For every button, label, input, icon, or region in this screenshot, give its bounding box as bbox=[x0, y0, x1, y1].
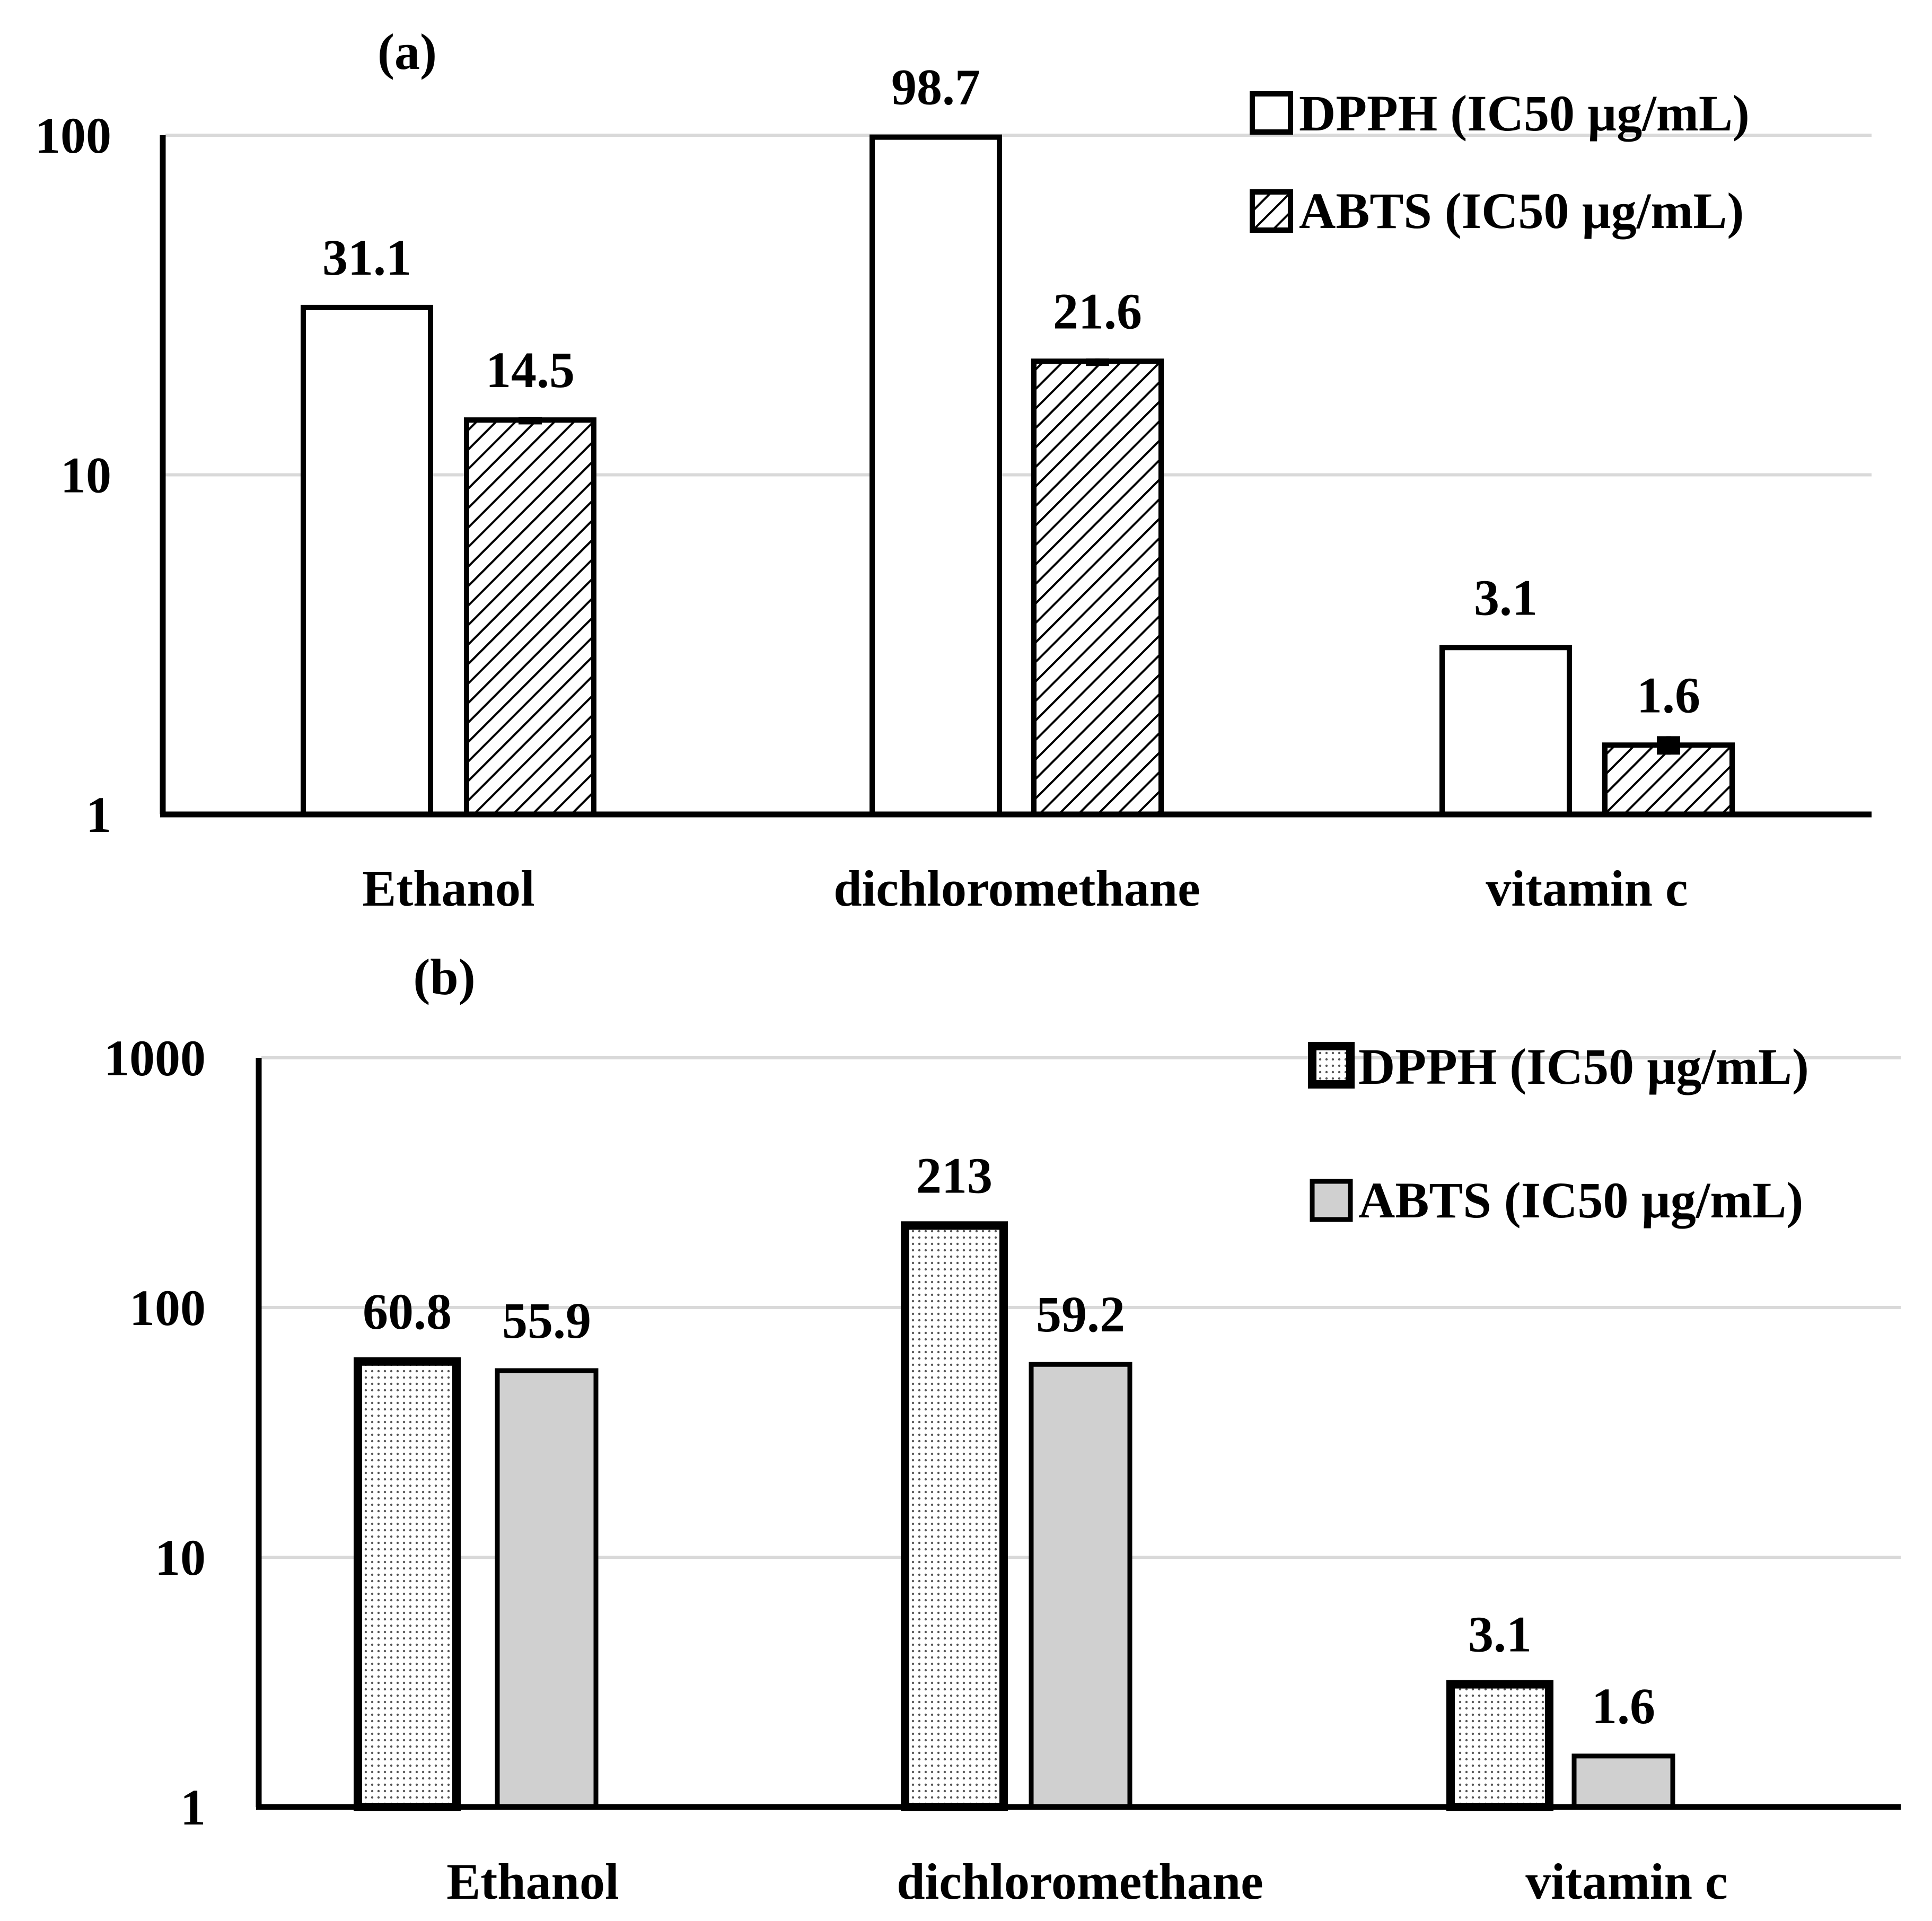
x-tick-label: vitamin c bbox=[1486, 860, 1688, 917]
x-tick-label: Ethanol bbox=[362, 860, 534, 917]
y-tick-label: 100 bbox=[35, 107, 111, 164]
data-label: 55.9 bbox=[502, 1292, 591, 1349]
bar bbox=[1602, 742, 1735, 817]
data-label: 59.2 bbox=[1036, 1286, 1125, 1343]
data-label: 14.5 bbox=[486, 341, 575, 398]
panel-a-legend: DPPH (IC50 µg/mL) ABTS (IC50 µg/mL) bbox=[1250, 85, 1750, 239]
bar bbox=[870, 134, 1002, 817]
panel-b-bars bbox=[354, 1221, 1675, 1812]
bar bbox=[495, 1368, 599, 1810]
bar bbox=[464, 417, 596, 817]
panel-b-data-labels: 60.8 213 3.1 55.9 59.2 1.6 bbox=[363, 1147, 1655, 1734]
x-tick-label: dichloromethane bbox=[897, 1853, 1263, 1910]
error-bar-cap bbox=[519, 417, 542, 425]
y-tick-label: 10 bbox=[155, 1529, 206, 1586]
legend-swatch-dpph bbox=[1250, 91, 1293, 135]
y-tick-label: 100 bbox=[129, 1279, 206, 1336]
panel-b-label: (b) bbox=[413, 949, 475, 1005]
panel-b-y-ticks: 1 10 100 1000 bbox=[104, 1030, 206, 1836]
data-label: 1.6 bbox=[1592, 1678, 1655, 1734]
data-label: 3.1 bbox=[1468, 1606, 1532, 1663]
data-label: 98.7 bbox=[891, 59, 980, 116]
y-tick-label: 1 bbox=[180, 1779, 206, 1836]
panel-b-legend: DPPH (IC50 µg/mL) ABTS (IC50 µg/mL) bbox=[1308, 1038, 1809, 1229]
legend-label-dpph: DPPH (IC50 µg/mL) bbox=[1358, 1038, 1809, 1095]
legend-swatch-abts bbox=[1310, 1179, 1353, 1222]
bar bbox=[1439, 645, 1572, 817]
panel-a-label: (a) bbox=[377, 23, 437, 80]
error-bar-cap bbox=[1657, 736, 1680, 755]
bar bbox=[901, 1221, 1008, 1811]
error-bar-cap bbox=[1086, 358, 1109, 366]
y-tick-label: 10 bbox=[60, 447, 111, 504]
panel-a: (a) 31.1 98.7 3.1 14.5 21.6 1.6 1 10 100 Ethano… bbox=[35, 23, 1872, 917]
data-label: 1.6 bbox=[1637, 666, 1700, 723]
x-tick-label: vitamin c bbox=[1525, 1853, 1727, 1910]
panel-a-y-ticks: 1 10 100 bbox=[35, 107, 111, 843]
data-label: 31.1 bbox=[322, 229, 411, 286]
panel-a-bars bbox=[301, 134, 1735, 817]
bar bbox=[1571, 1753, 1675, 1810]
bar bbox=[354, 1357, 461, 1812]
legend-label-dpph: DPPH (IC50 µg/mL) bbox=[1299, 85, 1750, 142]
legend-label-abts: ABTS (IC50 µg/mL) bbox=[1299, 182, 1744, 239]
data-label: 60.8 bbox=[363, 1283, 452, 1340]
data-label: 21.6 bbox=[1053, 283, 1142, 339]
panel-a-gridlines bbox=[165, 134, 1872, 477]
panel-a-data-labels: 31.1 98.7 3.1 14.5 21.6 1.6 bbox=[322, 59, 1700, 724]
legend-label-abts: ABTS (IC50 µg/mL) bbox=[1358, 1172, 1803, 1229]
panel-b-x-ticks: Ethanol dichloromethane vitamin c bbox=[446, 1853, 1727, 1910]
legend-swatch-abts bbox=[1250, 189, 1293, 233]
x-tick-label: dichloromethane bbox=[833, 860, 1200, 917]
x-tick-label: Ethanol bbox=[446, 1853, 619, 1910]
panel-b: (b) 60.8 213 3.1 55.9 59.2 1.6 1 10 100 1000 Eth… bbox=[104, 949, 1901, 1910]
bar bbox=[1031, 358, 1164, 817]
panel-a-x-ticks: Ethanol dichloromethane vitamin c bbox=[362, 860, 1688, 917]
bar bbox=[1029, 1362, 1132, 1810]
data-label: 213 bbox=[916, 1147, 993, 1204]
bar bbox=[1446, 1680, 1553, 1811]
data-label: 3.1 bbox=[1474, 569, 1538, 626]
bar bbox=[301, 304, 433, 817]
y-tick-label: 1 bbox=[86, 786, 111, 843]
legend-swatch-dpph bbox=[1308, 1042, 1355, 1089]
y-tick-label: 1000 bbox=[104, 1030, 206, 1086]
